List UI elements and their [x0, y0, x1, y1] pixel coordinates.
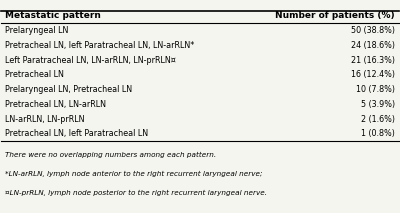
- Text: LN-arRLN, LN-prRLN: LN-arRLN, LN-prRLN: [5, 115, 85, 124]
- Text: Pretracheal LN: Pretracheal LN: [5, 71, 64, 79]
- Text: 50 (38.8%): 50 (38.8%): [351, 26, 395, 35]
- Text: Left Paratracheal LN, LN-arRLN, LN-prRLN¤: Left Paratracheal LN, LN-arRLN, LN-prRLN…: [5, 56, 176, 65]
- Text: Pretracheal LN, left Paratracheal LN, LN-arRLN*: Pretracheal LN, left Paratracheal LN, LN…: [5, 41, 195, 50]
- Text: Metastatic pattern: Metastatic pattern: [5, 11, 101, 20]
- Text: 5 (3.9%): 5 (3.9%): [360, 100, 395, 109]
- Text: Pretracheal LN, left Paratracheal LN: Pretracheal LN, left Paratracheal LN: [5, 129, 148, 138]
- Text: Prelaryngeal LN: Prelaryngeal LN: [5, 26, 69, 35]
- Text: ¤LN-prRLN, lymph node posterior to the right recurrent laryngeal nerve.: ¤LN-prRLN, lymph node posterior to the r…: [5, 190, 267, 196]
- Text: 10 (7.8%): 10 (7.8%): [356, 85, 395, 94]
- Text: 16 (12.4%): 16 (12.4%): [351, 71, 395, 79]
- Text: Number of patients (%): Number of patients (%): [275, 11, 395, 20]
- Text: 24 (18.6%): 24 (18.6%): [351, 41, 395, 50]
- Text: *LN-arRLN, lymph node anterior to the right recurrent laryngeal nerve;: *LN-arRLN, lymph node anterior to the ri…: [5, 171, 263, 177]
- Text: Prelaryngeal LN, Pretracheal LN: Prelaryngeal LN, Pretracheal LN: [5, 85, 132, 94]
- Text: 1 (0.8%): 1 (0.8%): [361, 129, 395, 138]
- Text: 2 (1.6%): 2 (1.6%): [361, 115, 395, 124]
- Text: 21 (16.3%): 21 (16.3%): [351, 56, 395, 65]
- Text: There were no overlapping numbers among each pattern.: There were no overlapping numbers among …: [5, 152, 216, 158]
- Text: Pretracheal LN, LN-arRLN: Pretracheal LN, LN-arRLN: [5, 100, 106, 109]
